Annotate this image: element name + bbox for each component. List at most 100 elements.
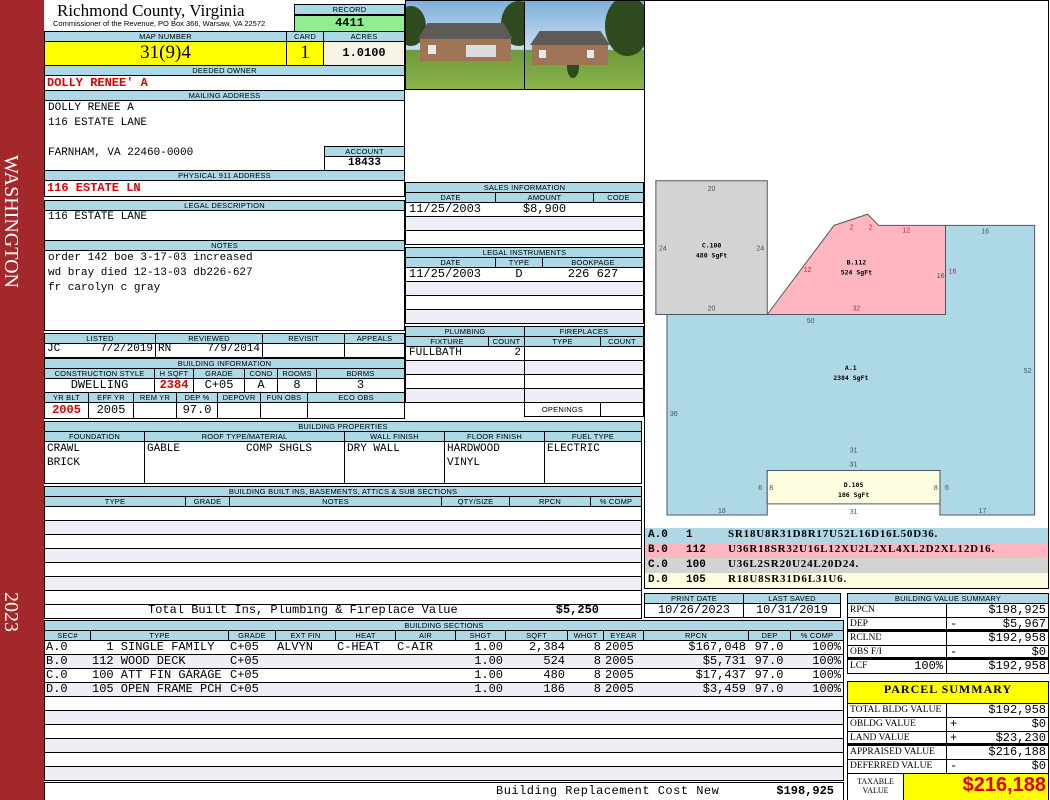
value-summary-sign: -	[950, 618, 958, 631]
sale-code	[594, 203, 643, 217]
building-section-cell: C+05	[230, 683, 259, 696]
building-info-value: DWELLING	[44, 378, 155, 393]
fireplace-row[interactable]	[524, 360, 644, 375]
value-summary-value: $198,925	[988, 604, 1046, 617]
sketch-trace-row	[644, 543, 1049, 559]
building-section-row[interactable]	[44, 766, 844, 781]
building-section-cell	[275, 683, 335, 697]
property-photo-2[interactable]	[524, 0, 645, 90]
note-line: fr carolyn c gray	[48, 282, 161, 294]
sketch-area-b-0	[766, 213, 946, 315]
parcel-summary-value: $216,188	[988, 746, 1046, 759]
tax-year: 2023	[0, 592, 22, 632]
physical-address: 116 ESTATE LN	[44, 180, 405, 197]
building-info-value: 2005	[88, 402, 134, 419]
parcel-summary-value-cell	[946, 731, 1049, 746]
sketch-area-sqft: 186 SgFt	[838, 491, 869, 499]
sketch-dimension-label: 16	[937, 273, 945, 280]
plumbing-row[interactable]	[405, 374, 525, 389]
sketch-dimension-label: 20	[708, 305, 716, 312]
built-ins-row[interactable]	[44, 520, 642, 535]
sketch-trace-row	[644, 558, 1049, 574]
sketch-area-code: D.0	[648, 574, 668, 586]
sketch-dimension-label: 16	[949, 268, 957, 275]
building-section-cell: A.0	[46, 641, 68, 654]
record-number: 4411	[294, 15, 405, 32]
sketch-area-c-0	[655, 180, 768, 315]
sketch-dimension-label: 17	[979, 508, 987, 515]
building-section-row[interactable]	[44, 710, 844, 725]
building-property-value: DRY WALL	[344, 441, 445, 484]
sketch-area-label: B.112	[847, 258, 867, 266]
built-ins-row[interactable]	[44, 548, 642, 563]
building-section-row[interactable]	[44, 738, 844, 753]
building-section-cell: 97.0	[754, 655, 784, 668]
instrument-bookpage: 226 627	[567, 268, 619, 281]
legal-instrument-row[interactable]	[405, 309, 644, 324]
building-replacement-value: $198,925	[776, 784, 834, 798]
building-section-cell: 100%	[812, 683, 841, 696]
legal-instrument-row[interactable]	[405, 281, 644, 296]
building-section-row[interactable]	[44, 752, 844, 767]
listed-date: 7/2/2019	[100, 344, 153, 355]
legal-instrument-row[interactable]	[405, 295, 644, 310]
built-ins-row[interactable]	[44, 506, 642, 521]
fireplace-row[interactable]	[524, 346, 644, 361]
building-section-cell: 1 SINGLE FAMILY	[92, 641, 215, 654]
sales-row[interactable]	[405, 230, 644, 245]
building-section-row[interactable]	[44, 724, 844, 739]
value-summary-sign: -	[950, 646, 958, 659]
parcel-summary-title: PARCEL SUMMARY	[847, 681, 1049, 704]
built-ins-row[interactable]	[44, 562, 642, 577]
building-section-cell: 1.00	[474, 669, 503, 682]
building-info-value	[133, 402, 177, 419]
building-section-cell: 97.0	[754, 669, 784, 682]
fireplace-row[interactable]	[524, 388, 644, 403]
sketch-trace: U36R18SR32U16L12XU2L2XL4XL2D2XL12D16.	[728, 543, 996, 555]
sketch-dimension-label: 12	[902, 227, 910, 234]
plumbing-row[interactable]	[405, 360, 525, 375]
building-info-value: C+05	[193, 378, 245, 393]
building-section-row[interactable]	[44, 696, 844, 711]
fireplace-row[interactable]	[524, 374, 644, 389]
record-label: RECORD	[294, 4, 405, 15]
parcel-summary-sign	[948, 746, 967, 759]
built-ins-row[interactable]	[44, 534, 642, 549]
building-section-cell: C+05	[230, 655, 259, 668]
sketch-dimension-label: 18	[718, 508, 726, 515]
building-section-cell: 8	[593, 669, 601, 682]
value-summary-pct: 100%	[914, 660, 943, 673]
sketch-dimension-label: 31	[850, 509, 858, 516]
building-section-cell: 1.00	[474, 655, 503, 668]
building-section-cell: 2005	[605, 655, 634, 668]
parcel-summary-label: OBLDG VALUE	[847, 717, 947, 732]
building-section-cell: 2005	[605, 683, 634, 696]
building-section-cell: C.0	[46, 669, 68, 682]
building-section-cell: 105 OPEN FRAME PCH	[92, 683, 222, 696]
building-section-cell: C-AIR	[397, 641, 434, 654]
building-section-cell: 186	[543, 683, 565, 696]
sales-row[interactable]	[405, 216, 644, 231]
value-summary-value-cell	[946, 659, 1049, 674]
property-photo-1[interactable]	[405, 0, 525, 90]
value-summary-label: RPCN	[850, 605, 875, 615]
built-ins-row[interactable]	[44, 590, 642, 605]
note-line: wd bray died 12-13-03 db226-627	[48, 267, 253, 279]
plumbing-row[interactable]	[405, 388, 525, 403]
building-property-value: ELECTRIC	[544, 441, 642, 484]
building-info-value	[217, 402, 261, 419]
building-section-cell	[275, 669, 335, 683]
building-section-cell	[395, 655, 455, 669]
taxable-value-label: TAXABLE VALUE	[847, 773, 904, 800]
sketch-dimension-label: 52	[1024, 368, 1032, 375]
built-ins-row[interactable]	[44, 576, 642, 591]
parcel-summary-value: $0	[1031, 718, 1046, 731]
building-section-cell: $167,048	[688, 641, 746, 654]
parcel-summary-sign: -	[950, 760, 958, 773]
building-section-cell: C+05	[230, 641, 259, 654]
sketch-area-id: 100	[686, 559, 706, 571]
print-date: 10/26/2023	[644, 603, 744, 618]
building-section-cell: 100 ATT FIN GARAGE	[92, 669, 222, 682]
sale-amount: $8,900	[522, 203, 567, 216]
parcel-summary-label: DEFERRED VALUE	[847, 759, 947, 774]
